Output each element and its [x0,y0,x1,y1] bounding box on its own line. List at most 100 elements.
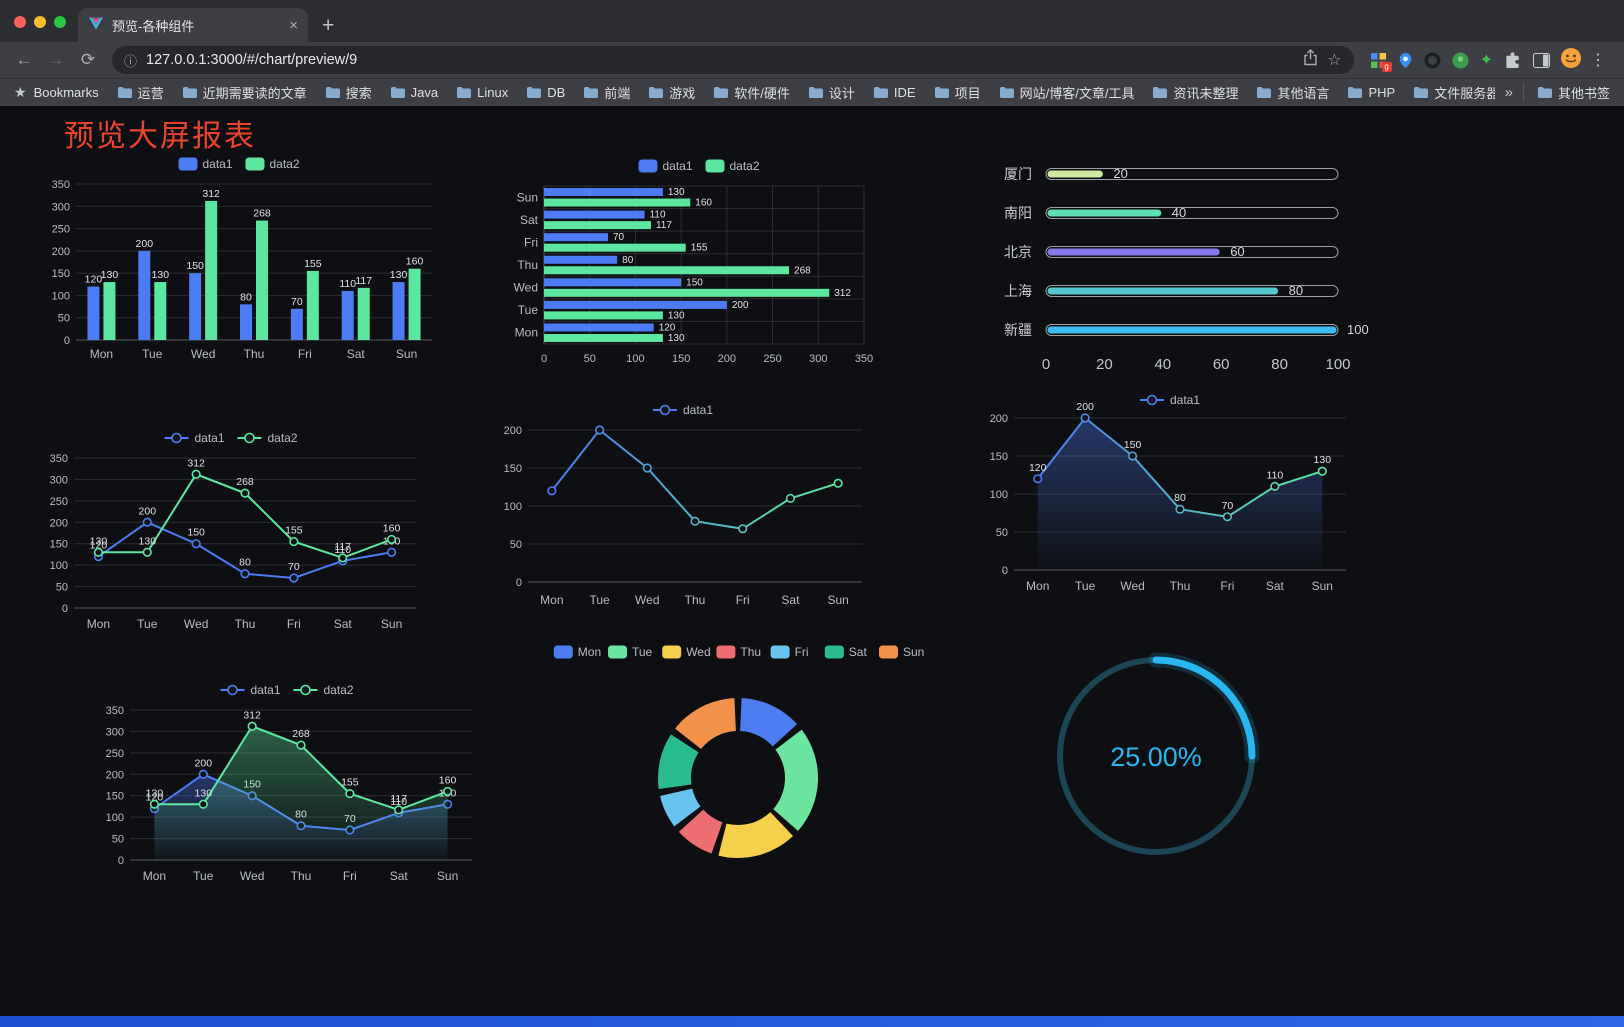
folder-icon [808,87,823,98]
reload-icon[interactable]: ⟳ [80,50,96,69]
svg-text:200: 200 [718,353,736,365]
svg-text:25.00%: 25.00% [1110,742,1202,772]
svg-text:150: 150 [504,463,522,475]
browser-menu-icon[interactable]: ⋮ [1590,52,1606,69]
new-tab-button[interactable]: + [322,14,335,37]
chart-gauge-ring[interactable]: 25.00% [1036,634,1276,874]
bookmark-folder[interactable]: 网站/博客/文章/工具 [999,83,1134,102]
svg-text:上海: 上海 [1004,283,1032,299]
zoom-window-button[interactable] [54,16,66,28]
extension-icon-green-circle[interactable] [1452,52,1469,69]
svg-text:160: 160 [695,198,712,209]
bookmark-folder[interactable]: Linux [457,83,508,102]
extension-icon-pin[interactable] [1398,52,1413,69]
side-panel-icon[interactable] [1533,52,1550,68]
svg-text:Sat: Sat [347,347,366,361]
svg-text:Sun: Sun [827,593,848,607]
extensions-puzzle-icon[interactable] [1504,51,1522,69]
extensions-area: g ✦ [1370,50,1550,72]
svg-text:100: 100 [1347,322,1369,337]
back-icon[interactable]: ← [15,50,33,69]
extension-icon-green-star[interactable]: ✦ [1479,52,1493,69]
bookmark-folder[interactable]: 项目 [934,83,981,102]
bookmark-folder[interactable]: 文件服务器 [1414,83,1495,102]
chart-line-dual[interactable]: 0 50 100 150 200 250 300 350 Mon Tue Wed Thu Fri Sat S… [36,424,428,636]
svg-text:130: 130 [152,269,170,281]
browser-tab[interactable]: 预览-各种组件 × [78,8,308,42]
bookmark-folder[interactable]: 搜索 [325,83,372,102]
svg-text:data1: data1 [251,683,281,697]
bookmark-folder[interactable]: 设计 [808,83,855,102]
bookmark-folder-label: 资讯未整理 [1173,86,1239,101]
address-bar[interactable]: ⓘ 127.0.0.1:3000/#/chart/preview/9 ☆ [112,46,1354,74]
svg-text:100: 100 [106,812,124,824]
bookmark-folder[interactable]: 软件/硬件 [714,83,790,102]
svg-text:Fri: Fri [524,235,538,249]
tab-close-icon[interactable]: × [289,16,298,34]
folder-icon [390,87,405,98]
chart-line-single[interactable]: 0 50 100 150 200 Mon Tue Wed Thu Fri Sat Sun data1 [490,396,878,612]
svg-text:新疆: 新疆 [1004,322,1032,338]
svg-text:155: 155 [285,525,303,537]
extension-icon-dark-circle[interactable] [1424,52,1441,69]
svg-text:110: 110 [390,796,407,808]
svg-text:Tue: Tue [193,869,214,883]
svg-text:200: 200 [990,413,1008,425]
bookmark-star-icon[interactable]: ☆ [1327,52,1342,69]
forward-icon[interactable]: → [47,50,65,69]
svg-text:Sat: Sat [849,645,868,659]
bookmark-folder-label: 运营 [137,86,164,101]
svg-text:20: 20 [1096,356,1113,373]
svg-text:Thu: Thu [291,869,312,883]
bookmark-folder[interactable]: 游戏 [649,83,695,102]
svg-text:130: 130 [90,535,108,547]
bookmark-folder[interactable]: PHP [1348,83,1395,102]
profile-avatar[interactable] [1560,47,1582,74]
bookmarks-label[interactable]: Bookmarks [33,85,99,100]
bookmark-folder[interactable]: Java [390,83,438,102]
bookmark-folder[interactable]: DB [527,83,565,102]
svg-text:Mon: Mon [143,869,166,883]
svg-text:Thu: Thu [1170,579,1191,593]
chart-bar-vertical[interactable]: 0 50 100 150 200 250 300 350 Mon Tue Wed Thu Fri Sat S… [40,148,440,366]
bookmark-folder[interactable]: 其他语言 [1257,83,1329,102]
bookmark-folder[interactable]: IDE [873,83,916,102]
share-icon[interactable] [1303,49,1318,71]
svg-text:data2: data2 [730,159,760,173]
bookmark-folder[interactable]: 运营 [117,83,164,102]
svg-text:20: 20 [1113,166,1127,181]
svg-text:350: 350 [106,705,124,717]
url-text[interactable]: 127.0.0.1:3000/#/chart/preview/9 [146,52,358,68]
chart-city-progress[interactable]: 厦门 20 南阳 40 北京 60 上海 80 新疆 100 0 20 40 60 80 100 [988,154,1380,394]
svg-text:268: 268 [236,476,254,488]
svg-text:data1: data1 [663,159,693,173]
close-window-button[interactable] [14,16,26,28]
bookmarks-overflow-chevron[interactable]: » [1504,84,1513,101]
svg-text:data1: data1 [195,431,225,445]
svg-text:Thu: Thu [740,645,761,659]
bookmarks-star-icon[interactable]: ★ [14,84,27,100]
chart-bar-horizontal[interactable]: 0 50 100 150 200 250 300 350 Mon 120 130 Tue 200 130 W… [500,150,900,368]
svg-text:200: 200 [139,505,157,517]
svg-text:Sun: Sun [903,645,924,659]
chart-area-dual[interactable]: 0 50 100 150 200 250 300 350 Mon Tue Wed Thu Fri Sat S… [92,676,484,888]
folder-icon [873,87,888,98]
svg-text:150: 150 [187,527,205,539]
svg-text:117: 117 [355,275,372,287]
svg-text:300: 300 [52,201,70,213]
other-bookmarks-folder[interactable]: 其他书签 [1522,83,1610,102]
chart-area-single[interactable]: 0 50 100 150 200 Mon Tue Wed Thu Fri Sat Sun 120 200 1… [982,386,1360,598]
svg-text:100: 100 [504,501,522,513]
svg-text:80: 80 [1271,356,1288,373]
site-info-icon[interactable]: ⓘ [124,53,138,69]
extension-icon-grid[interactable]: g [1370,52,1392,72]
svg-text:data2: data2 [268,431,298,445]
svg-text:155: 155 [341,777,359,789]
bookmark-folder[interactable]: 资讯未整理 [1153,83,1238,102]
bookmark-folder[interactable]: 近期需要读的文章 [182,83,307,102]
svg-text:110: 110 [334,544,351,556]
bookmark-folder-label: 项目 [954,86,981,101]
bookmark-folder[interactable]: 前端 [584,83,630,102]
minimize-window-button[interactable] [34,16,46,28]
chart-donut[interactable]: Mon Tue Wed Thu Fri Sat Sun [540,638,936,896]
